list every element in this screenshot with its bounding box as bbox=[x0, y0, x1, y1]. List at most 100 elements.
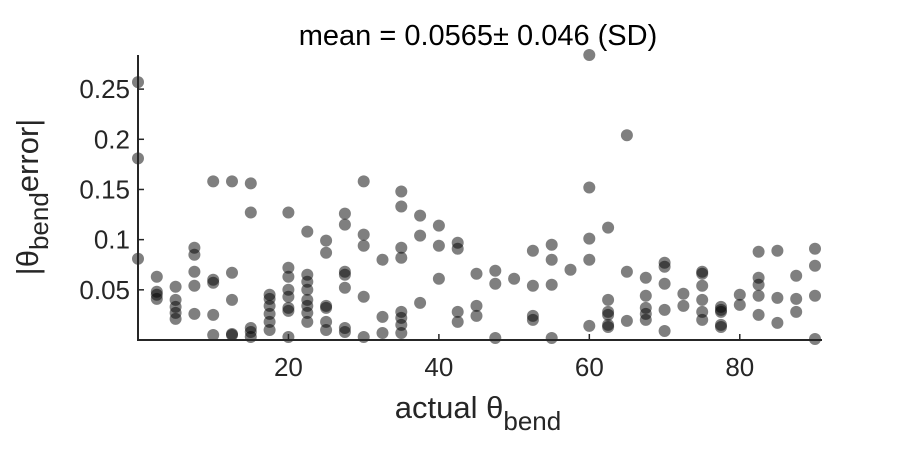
x-tick-label-1: 40 bbox=[424, 352, 453, 382]
data-point-111 bbox=[583, 232, 596, 245]
data-point-154 bbox=[771, 291, 784, 304]
data-point-76 bbox=[395, 200, 408, 213]
data-point-68 bbox=[357, 228, 370, 241]
data-point-133 bbox=[677, 287, 690, 300]
data-point-69 bbox=[357, 239, 370, 252]
data-point-98 bbox=[489, 332, 502, 344]
data-point-66 bbox=[338, 326, 351, 338]
chart-title: mean = 0.0565± 0.046 (SD) bbox=[299, 20, 658, 52]
data-point-115 bbox=[602, 293, 615, 306]
data-point-136 bbox=[696, 267, 709, 280]
x-tick-label-2: 60 bbox=[575, 352, 604, 382]
data-point-37 bbox=[263, 324, 276, 336]
data-point-131 bbox=[658, 303, 671, 316]
data-point-157 bbox=[790, 292, 803, 305]
data-point-83 bbox=[414, 209, 427, 222]
data-point-109 bbox=[583, 49, 596, 61]
x-tick-label-0: 20 bbox=[274, 352, 303, 382]
data-point-105 bbox=[545, 253, 558, 266]
data-point-61 bbox=[338, 218, 351, 231]
y-tick-label-2: 0.15 bbox=[79, 174, 130, 204]
data-point-110 bbox=[583, 181, 596, 194]
data-point-92 bbox=[451, 315, 464, 328]
data-point-82 bbox=[395, 327, 408, 339]
x-axis-ticks: 20 40 60 80 bbox=[274, 334, 754, 382]
data-point-63 bbox=[338, 268, 351, 281]
data-point-20 bbox=[207, 308, 220, 321]
data-point-87 bbox=[432, 239, 445, 252]
data-point-14 bbox=[188, 265, 201, 278]
data-point-52 bbox=[301, 306, 314, 319]
data-point-91 bbox=[451, 305, 464, 318]
data-point-86 bbox=[432, 219, 445, 232]
data-point-112 bbox=[583, 253, 596, 266]
data-point-71 bbox=[357, 331, 370, 343]
data-point-39 bbox=[282, 261, 295, 274]
data-point-24 bbox=[226, 293, 238, 306]
y-axis-label-suffix: error| bbox=[10, 119, 45, 193]
data-point-152 bbox=[752, 308, 765, 321]
data-point-103 bbox=[526, 313, 539, 326]
data-point-100 bbox=[526, 244, 539, 257]
data-point-27 bbox=[244, 177, 257, 190]
data-point-78 bbox=[395, 251, 408, 264]
data-point-146 bbox=[733, 288, 746, 301]
data-point-93 bbox=[470, 267, 483, 280]
data-point-151 bbox=[752, 289, 765, 302]
data-point-17 bbox=[207, 175, 220, 188]
data-point-16 bbox=[188, 307, 201, 320]
y-tick-label-3: 0.2 bbox=[94, 124, 130, 154]
data-point-155 bbox=[771, 316, 784, 329]
data-point-28 bbox=[244, 206, 257, 219]
data-point-44 bbox=[282, 304, 295, 317]
data-point-22 bbox=[226, 175, 238, 188]
data-point-95 bbox=[470, 309, 483, 322]
data-point-123 bbox=[639, 271, 652, 284]
data-point-138 bbox=[696, 293, 709, 306]
data-point-150 bbox=[752, 278, 765, 291]
x-tick-label-3: 80 bbox=[725, 352, 754, 382]
data-point-119 bbox=[602, 321, 615, 333]
data-point-127 bbox=[639, 313, 652, 326]
data-point-132 bbox=[658, 325, 671, 337]
data-point-75 bbox=[395, 185, 408, 198]
data-point-40 bbox=[282, 270, 295, 283]
data-point-23 bbox=[226, 266, 238, 279]
data-point-90 bbox=[451, 242, 464, 255]
data-point-55 bbox=[320, 246, 333, 259]
data-point-59 bbox=[320, 324, 333, 336]
data-point-143 bbox=[715, 305, 727, 318]
y-axis-label-prefix: |θ bbox=[10, 250, 45, 275]
data-point-15 bbox=[188, 279, 201, 292]
data-point-57 bbox=[320, 301, 333, 314]
data-point-158 bbox=[790, 305, 803, 318]
data-point-117 bbox=[602, 308, 615, 321]
data-point-145 bbox=[715, 321, 727, 333]
data-point-60 bbox=[338, 207, 351, 220]
data-point-19 bbox=[207, 276, 220, 289]
y-tick-label-1: 0.1 bbox=[94, 225, 130, 255]
x-axis-label-main: actual θ bbox=[395, 390, 504, 425]
data-point-124 bbox=[639, 289, 652, 302]
data-point-148 bbox=[752, 245, 765, 258]
data-point-153 bbox=[771, 244, 784, 257]
data-point-38 bbox=[282, 206, 295, 219]
data-point-6 bbox=[150, 292, 163, 305]
y-axis-label: |θbenderror| bbox=[10, 119, 54, 276]
data-point-94 bbox=[470, 299, 483, 312]
y-axis-label-subscript: bend bbox=[24, 192, 54, 250]
data-point-88 bbox=[432, 272, 445, 285]
data-point-106 bbox=[545, 278, 558, 291]
data-point-121 bbox=[620, 265, 633, 278]
data-point-42 bbox=[282, 290, 295, 303]
data-point-3 bbox=[150, 270, 163, 283]
data-point-7 bbox=[169, 280, 182, 293]
data-point-49 bbox=[301, 283, 314, 296]
data-point-53 bbox=[301, 315, 314, 328]
data-point-99 bbox=[508, 272, 521, 285]
data-point-70 bbox=[357, 290, 370, 303]
data-point-160 bbox=[809, 259, 821, 272]
data-point-21 bbox=[207, 329, 220, 341]
data-point-161 bbox=[809, 289, 821, 302]
data-point-101 bbox=[526, 279, 539, 292]
